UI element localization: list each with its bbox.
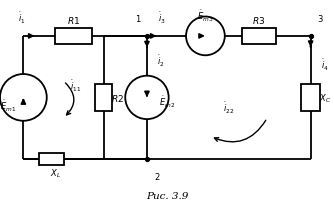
Ellipse shape <box>186 18 225 56</box>
Text: $\dot{E}_{m3}$: $\dot{E}_{m3}$ <box>197 9 214 24</box>
Bar <box>301 85 320 111</box>
Ellipse shape <box>0 75 47 121</box>
Ellipse shape <box>125 76 169 120</box>
Text: $3$: $3$ <box>317 13 324 24</box>
Text: $\dot{E}_{m2}$: $\dot{E}_{m2}$ <box>159 94 175 110</box>
Bar <box>39 153 64 165</box>
Bar <box>95 85 112 111</box>
Text: $1$: $1$ <box>135 13 142 24</box>
Text: $R2$: $R2$ <box>111 92 124 103</box>
Text: $\dot{i}_{22}$: $\dot{i}_{22}$ <box>223 100 234 116</box>
Text: $\dot{i}_{11}$: $\dot{i}_{11}$ <box>69 78 81 93</box>
Text: $\dot{i}_3$: $\dot{i}_3$ <box>158 11 166 26</box>
Text: $\dot{i}_4$: $\dot{i}_4$ <box>321 58 329 73</box>
Text: $X_C$: $X_C$ <box>319 92 331 104</box>
Text: $\dot{i}_1$: $\dot{i}_1$ <box>18 11 25 26</box>
Text: $2$: $2$ <box>154 170 160 181</box>
Text: $R3$: $R3$ <box>252 15 266 26</box>
Text: $R1$: $R1$ <box>67 15 80 26</box>
Bar <box>55 29 92 44</box>
Bar <box>242 29 276 44</box>
Text: Рис. 3.9: Рис. 3.9 <box>146 191 188 200</box>
Text: $\dot{E}_{m1}$: $\dot{E}_{m1}$ <box>0 98 16 114</box>
Text: $X_L$: $X_L$ <box>50 167 60 180</box>
Text: $\dot{i}_2$: $\dot{i}_2$ <box>157 53 164 69</box>
